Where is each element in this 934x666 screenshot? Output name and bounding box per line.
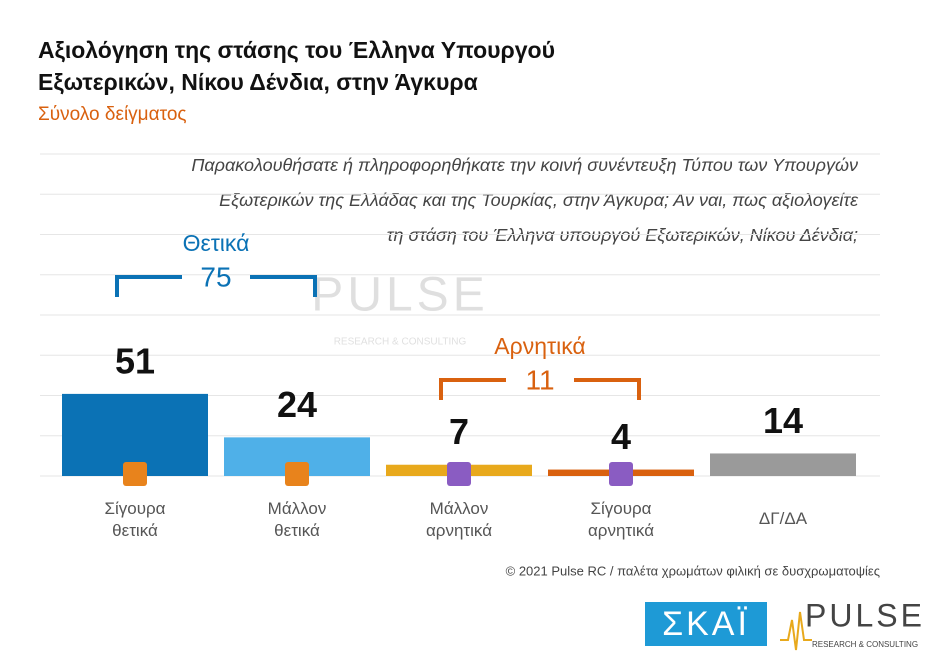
x-tick-label: Μάλλον θετικά: [267, 499, 327, 540]
skai-logo-bg: [645, 602, 767, 646]
pulse-logo: PULSE: [805, 597, 925, 633]
value-label: 7: [449, 411, 469, 452]
question-line: Παρακολουθήσατε ή πληροφορηθήκατε την κο…: [191, 155, 858, 175]
value-label: 14: [763, 400, 803, 441]
group-bracket: [115, 275, 182, 297]
group-bracket: [439, 378, 506, 400]
icon: [609, 462, 633, 486]
watermark: PULSE RESEARCH & CONSULTING: [311, 269, 488, 348]
pulse-logo-sub: RESEARCH & CONSULTING: [812, 640, 918, 649]
skai-logo: ΣΚΑΪ: [662, 605, 750, 643]
group-bracket: [250, 275, 317, 297]
pulse-logo-wave: [780, 611, 812, 651]
group-label: Θετικά: [183, 230, 250, 256]
watermark-sub: RESEARCH & CONSULTING: [334, 337, 467, 348]
group-value: 11: [525, 364, 554, 395]
footer: © 2021 Pulse RC / παλέτα χρωμάτων φιλική…: [506, 563, 880, 578]
x-tick-label: ΔΓ/ΔΑ: [758, 509, 808, 528]
icon: [285, 462, 309, 486]
value-label: 24: [277, 384, 317, 425]
group-label: Αρνητικά: [494, 333, 585, 359]
x-tick-label: Σίγουρα αρνητικά: [587, 499, 655, 540]
value-label: 4: [611, 416, 631, 457]
value-label: 51: [115, 340, 155, 381]
icon: [447, 462, 471, 486]
title-line: Εξωτερικών, Νίκου Δένδια, στην Άγκυρα: [38, 69, 478, 95]
x-tick-label: Σίγουρα θετικά: [104, 499, 166, 540]
question-line: Εξωτερικών της Ελλάδας και της Τουρκίας,…: [219, 190, 859, 210]
group-bracket: [574, 378, 641, 400]
group-value: 75: [200, 261, 231, 292]
icon: [123, 462, 147, 486]
watermark-text: PULSE: [311, 269, 488, 322]
subtitle: Σύνολο δείγματος: [38, 104, 187, 125]
title-line: Αξιολόγηση της στάσης του Έλληνα Υπουργο…: [38, 37, 555, 63]
x-tick-label: Μάλλον αρνητικά: [425, 499, 493, 540]
bar: [710, 453, 856, 476]
